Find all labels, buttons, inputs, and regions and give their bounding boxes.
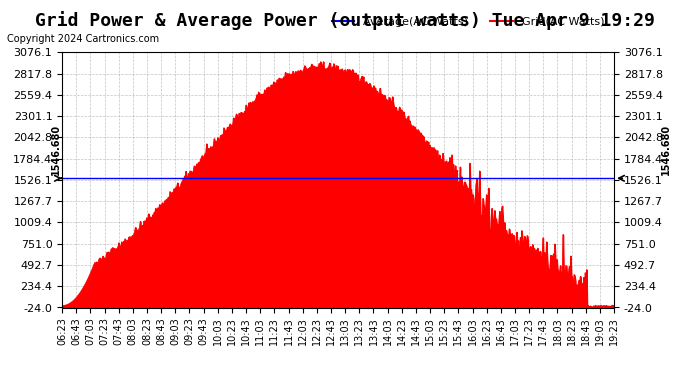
- Text: 1546.680: 1546.680: [661, 124, 671, 176]
- Legend: Average(AC Watts), Grid(AC Watts): Average(AC Watts), Grid(AC Watts): [328, 12, 609, 31]
- Text: 1546.680: 1546.680: [51, 124, 61, 176]
- Text: Copyright 2024 Cartronics.com: Copyright 2024 Cartronics.com: [7, 34, 159, 44]
- Text: Grid Power & Average Power (output watts) Tue Apr 9 19:29: Grid Power & Average Power (output watts…: [35, 11, 655, 30]
